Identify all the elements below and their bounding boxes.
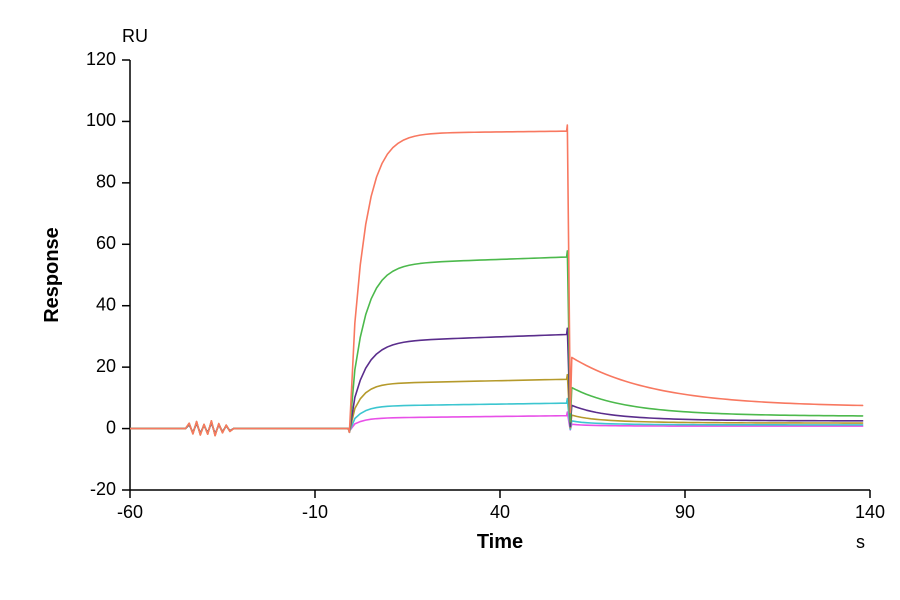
svg-text:40: 40 bbox=[490, 502, 510, 522]
y-unit-label: RU bbox=[122, 26, 148, 46]
svg-text:90: 90 bbox=[675, 502, 695, 522]
svg-text:-20: -20 bbox=[90, 479, 116, 499]
svg-text:0: 0 bbox=[106, 417, 116, 437]
chart-container: -20 0 20 40 60 80 100 120 -60 -10 40 90 140 RU s Time Re… bbox=[0, 0, 900, 600]
x-unit-label: s bbox=[856, 532, 865, 552]
svg-text:-60: -60 bbox=[117, 502, 143, 522]
x-axis-label: Time bbox=[477, 531, 523, 553]
y-axis-label: Response bbox=[41, 227, 63, 323]
svg-text:120: 120 bbox=[86, 49, 116, 69]
svg-text:20: 20 bbox=[96, 356, 116, 376]
svg-text:40: 40 bbox=[96, 294, 116, 314]
svg-text:60: 60 bbox=[96, 233, 116, 253]
svg-text:140: 140 bbox=[855, 502, 885, 522]
svg-text:80: 80 bbox=[96, 172, 116, 192]
svg-text:100: 100 bbox=[86, 110, 116, 130]
sensorgram-chart: -20 0 20 40 60 80 100 120 -60 -10 40 90 140 RU s Time Re… bbox=[0, 0, 900, 600]
svg-text:-10: -10 bbox=[302, 502, 328, 522]
